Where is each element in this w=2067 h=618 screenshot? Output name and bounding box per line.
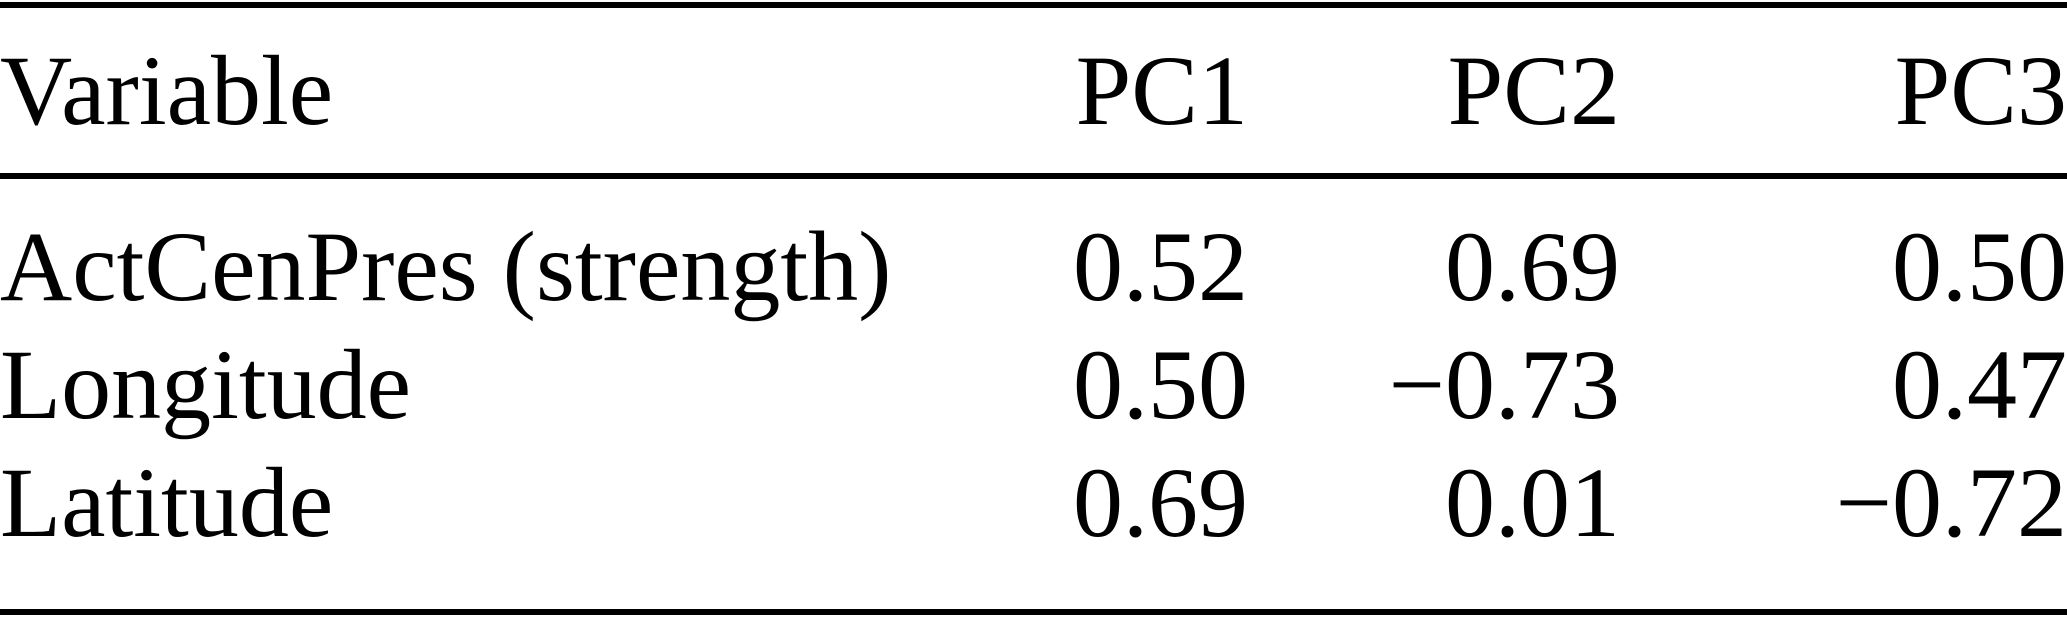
cell-longitude-pc2: −0.73 bbox=[1388, 328, 1620, 440]
cell-latitude-pc1: 0.69 bbox=[1073, 446, 1248, 558]
pca-loadings-table: Variable PC1 PC2 PC3 ActCenPres (strengt… bbox=[0, 8, 2067, 561]
row-label-actcenpres: ActCenPres (strength) bbox=[0, 210, 892, 322]
column-header-variable: Variable bbox=[0, 8, 870, 179]
cell-actcenpres-pc2: 0.69 bbox=[1445, 210, 1620, 322]
cell-longitude-pc3: 0.47 bbox=[1892, 328, 2067, 440]
table-row-latitude: Latitude 0.69 0.01 −0.72 bbox=[0, 443, 2067, 561]
table-header: Variable PC1 PC2 PC3 bbox=[0, 8, 2067, 179]
row-label-latitude: Latitude bbox=[0, 446, 334, 558]
cell-actcenpres-pc3: 0.50 bbox=[1892, 210, 2067, 322]
header-row: Variable PC1 PC2 PC3 bbox=[0, 8, 2067, 179]
column-header-pc3: PC3 bbox=[1620, 8, 2067, 179]
table-row-actcenpres: ActCenPres (strength) 0.52 0.69 0.50 bbox=[0, 176, 2067, 325]
table-row-longitude: Longitude 0.50 −0.73 0.47 bbox=[0, 325, 2067, 443]
cell-longitude-pc1: 0.50 bbox=[1073, 328, 1248, 440]
column-header-pc2: PC2 bbox=[1248, 8, 1620, 179]
table-body: ActCenPres (strength) 0.52 0.69 0.50 Lon… bbox=[0, 176, 2067, 561]
row-label-longitude: Longitude bbox=[0, 328, 412, 440]
column-header-pc1: PC1 bbox=[870, 8, 1248, 179]
cell-latitude-pc3: −0.72 bbox=[1835, 446, 2067, 558]
cell-latitude-pc2: 0.01 bbox=[1445, 446, 1620, 558]
cell-actcenpres-pc1: 0.52 bbox=[1073, 210, 1248, 322]
